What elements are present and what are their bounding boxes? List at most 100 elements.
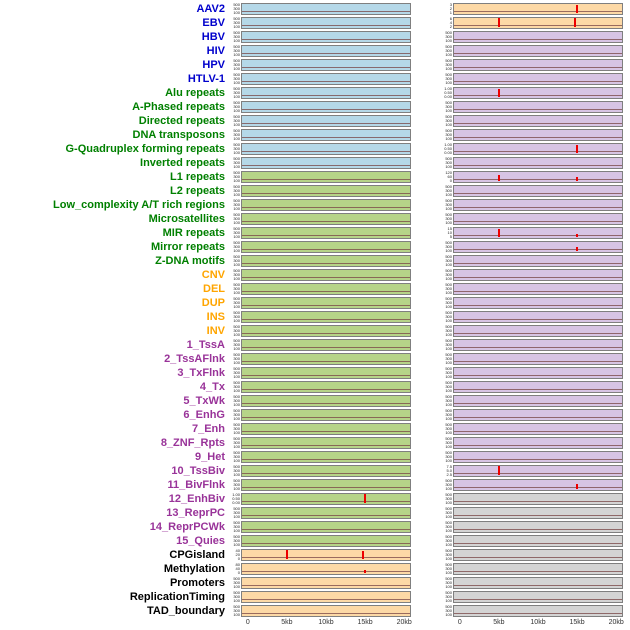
- y-axis-tick-labels: 500 300 100: [441, 563, 453, 575]
- y-tick-label: 1.00: [444, 87, 452, 92]
- x-tick-label: 20kb: [396, 619, 412, 626]
- y-axis-tick-labels: 500 300 100: [441, 325, 453, 337]
- signal-baseline: [242, 599, 410, 601]
- y-tick-label: 500: [233, 423, 240, 428]
- left-panel-group: 500 300 100: [229, 157, 411, 169]
- track-panel-right: [453, 367, 623, 379]
- y-tick-label: 500: [445, 577, 452, 582]
- signal-baseline: [242, 417, 410, 419]
- y-tick-label: 500: [233, 157, 240, 162]
- track-row: 9_Het 500 300 100 500 300 100: [0, 450, 630, 464]
- axis-ytick-spacer: [229, 618, 241, 630]
- right-panel-group: 500 300 100: [441, 213, 623, 225]
- y-tick-label: 300: [233, 300, 240, 306]
- track-panel-left: [241, 507, 411, 519]
- left-panel-group: 500 300 100: [229, 59, 411, 71]
- track-label: HBV: [201, 30, 225, 43]
- signal-baseline: [242, 333, 410, 335]
- y-axis-tick-labels: 500 300 100: [441, 521, 453, 533]
- x-tick-label: 15kb: [357, 619, 373, 626]
- track-row: 12_EnhBiv 1.00 0.50 0.00 500 300 100: [0, 492, 630, 506]
- track-panel-left: [241, 549, 411, 561]
- y-tick-label: 500: [445, 325, 452, 330]
- track-panel-right: [453, 129, 623, 141]
- track-panel-right: [453, 227, 623, 239]
- track-panel-left: [241, 493, 411, 505]
- left-panel-group: 500 300 100: [229, 479, 411, 491]
- left-panel-group: 500 300 100: [229, 311, 411, 323]
- signal-baseline: [454, 375, 622, 377]
- y-tick-label: 100: [233, 542, 240, 547]
- track-label: EBV: [202, 16, 225, 29]
- right-panel-group: 500 300 100: [441, 521, 623, 533]
- y-axis-tick-labels: 500 300 100: [229, 283, 241, 295]
- track-panel-left: [241, 115, 411, 127]
- y-tick-label: 100: [233, 374, 240, 379]
- track-label: 15_Quies: [176, 534, 225, 547]
- y-tick-label: 500: [445, 563, 452, 568]
- y-tick-label: 500: [445, 451, 452, 456]
- track-panel-left: [241, 381, 411, 393]
- y-tick-label: 500: [233, 283, 240, 288]
- y-tick-label: 500: [445, 437, 452, 442]
- track-panel-left: [241, 17, 411, 29]
- y-axis-tick-labels: 500 300 100: [229, 367, 241, 379]
- track-panel-right: [453, 87, 623, 99]
- y-tick-label: 500: [445, 409, 452, 414]
- track-panel-left: [241, 73, 411, 85]
- right-panel-group: 500 300 100: [441, 563, 623, 575]
- track-label: Alu repeats: [165, 86, 225, 99]
- y-tick-label: 500: [445, 493, 452, 498]
- y-axis-tick-labels: 500 300 100: [441, 549, 453, 561]
- y-tick-label: 300: [233, 90, 240, 96]
- track-panel-right: [453, 143, 623, 155]
- y-tick-label: 500: [445, 381, 452, 386]
- track-panel-left: [241, 339, 411, 351]
- y-tick-label: 100: [445, 500, 452, 505]
- signal-baseline: [242, 543, 410, 545]
- y-axis-tick-labels: 500 300 100: [441, 353, 453, 365]
- y-tick-label: 100: [445, 206, 452, 211]
- track-panel-right: [453, 17, 623, 29]
- signal-baseline: [242, 431, 410, 433]
- right-panel-group: 500 300 100: [441, 115, 623, 127]
- y-tick-label: 500: [233, 521, 240, 526]
- left-panel-group: 500 300 100: [229, 283, 411, 295]
- signal-baseline: [242, 585, 410, 587]
- y-tick-label: 300: [233, 538, 240, 544]
- track-label: 2_TssAFlnk: [164, 352, 225, 365]
- signal-baseline: [454, 599, 622, 601]
- track-panel-right: [453, 423, 623, 435]
- track-row: Z-DNA motifs 500 300 100 500 300 100: [0, 254, 630, 268]
- signal-baseline: [242, 137, 410, 139]
- left-panel-group: 500 300 100: [229, 339, 411, 351]
- y-tick-label: 2: [449, 6, 452, 12]
- signal-baseline: [242, 235, 410, 237]
- right-panel-group: 500 300 100: [441, 185, 623, 197]
- y-tick-label: 300: [233, 356, 240, 362]
- left-panel-group: 500 300 100: [229, 507, 411, 519]
- y-tick-label: 500: [233, 143, 240, 148]
- track-panel-left: [241, 521, 411, 533]
- y-tick-label: 1.00: [444, 143, 452, 148]
- left-panel-group: 500 300 100: [229, 409, 411, 421]
- track-panel-left: [241, 101, 411, 113]
- y-axis-tick-labels: 500 300 100: [441, 241, 453, 253]
- signal-baseline: [242, 529, 410, 531]
- track-panel-left: [241, 437, 411, 449]
- y-tick-label: 100: [445, 52, 452, 57]
- left-panel-group: 500 300 100: [229, 199, 411, 211]
- signal-baseline: [242, 403, 410, 405]
- y-tick-label: 100: [233, 24, 240, 29]
- left-panel-group: 500 300 100: [229, 325, 411, 337]
- signal-spike: [498, 466, 501, 475]
- track-label: DEL: [203, 282, 225, 295]
- y-axis-tick-labels: 500 300 100: [441, 129, 453, 141]
- y-tick-label: 100: [233, 38, 240, 43]
- y-tick-label: 500: [445, 339, 452, 344]
- right-panel-group: 500 300 100: [441, 325, 623, 337]
- y-tick-label: 2: [449, 24, 452, 29]
- track-panel-left: [241, 465, 411, 477]
- track-label: A-Phased repeats: [132, 100, 225, 113]
